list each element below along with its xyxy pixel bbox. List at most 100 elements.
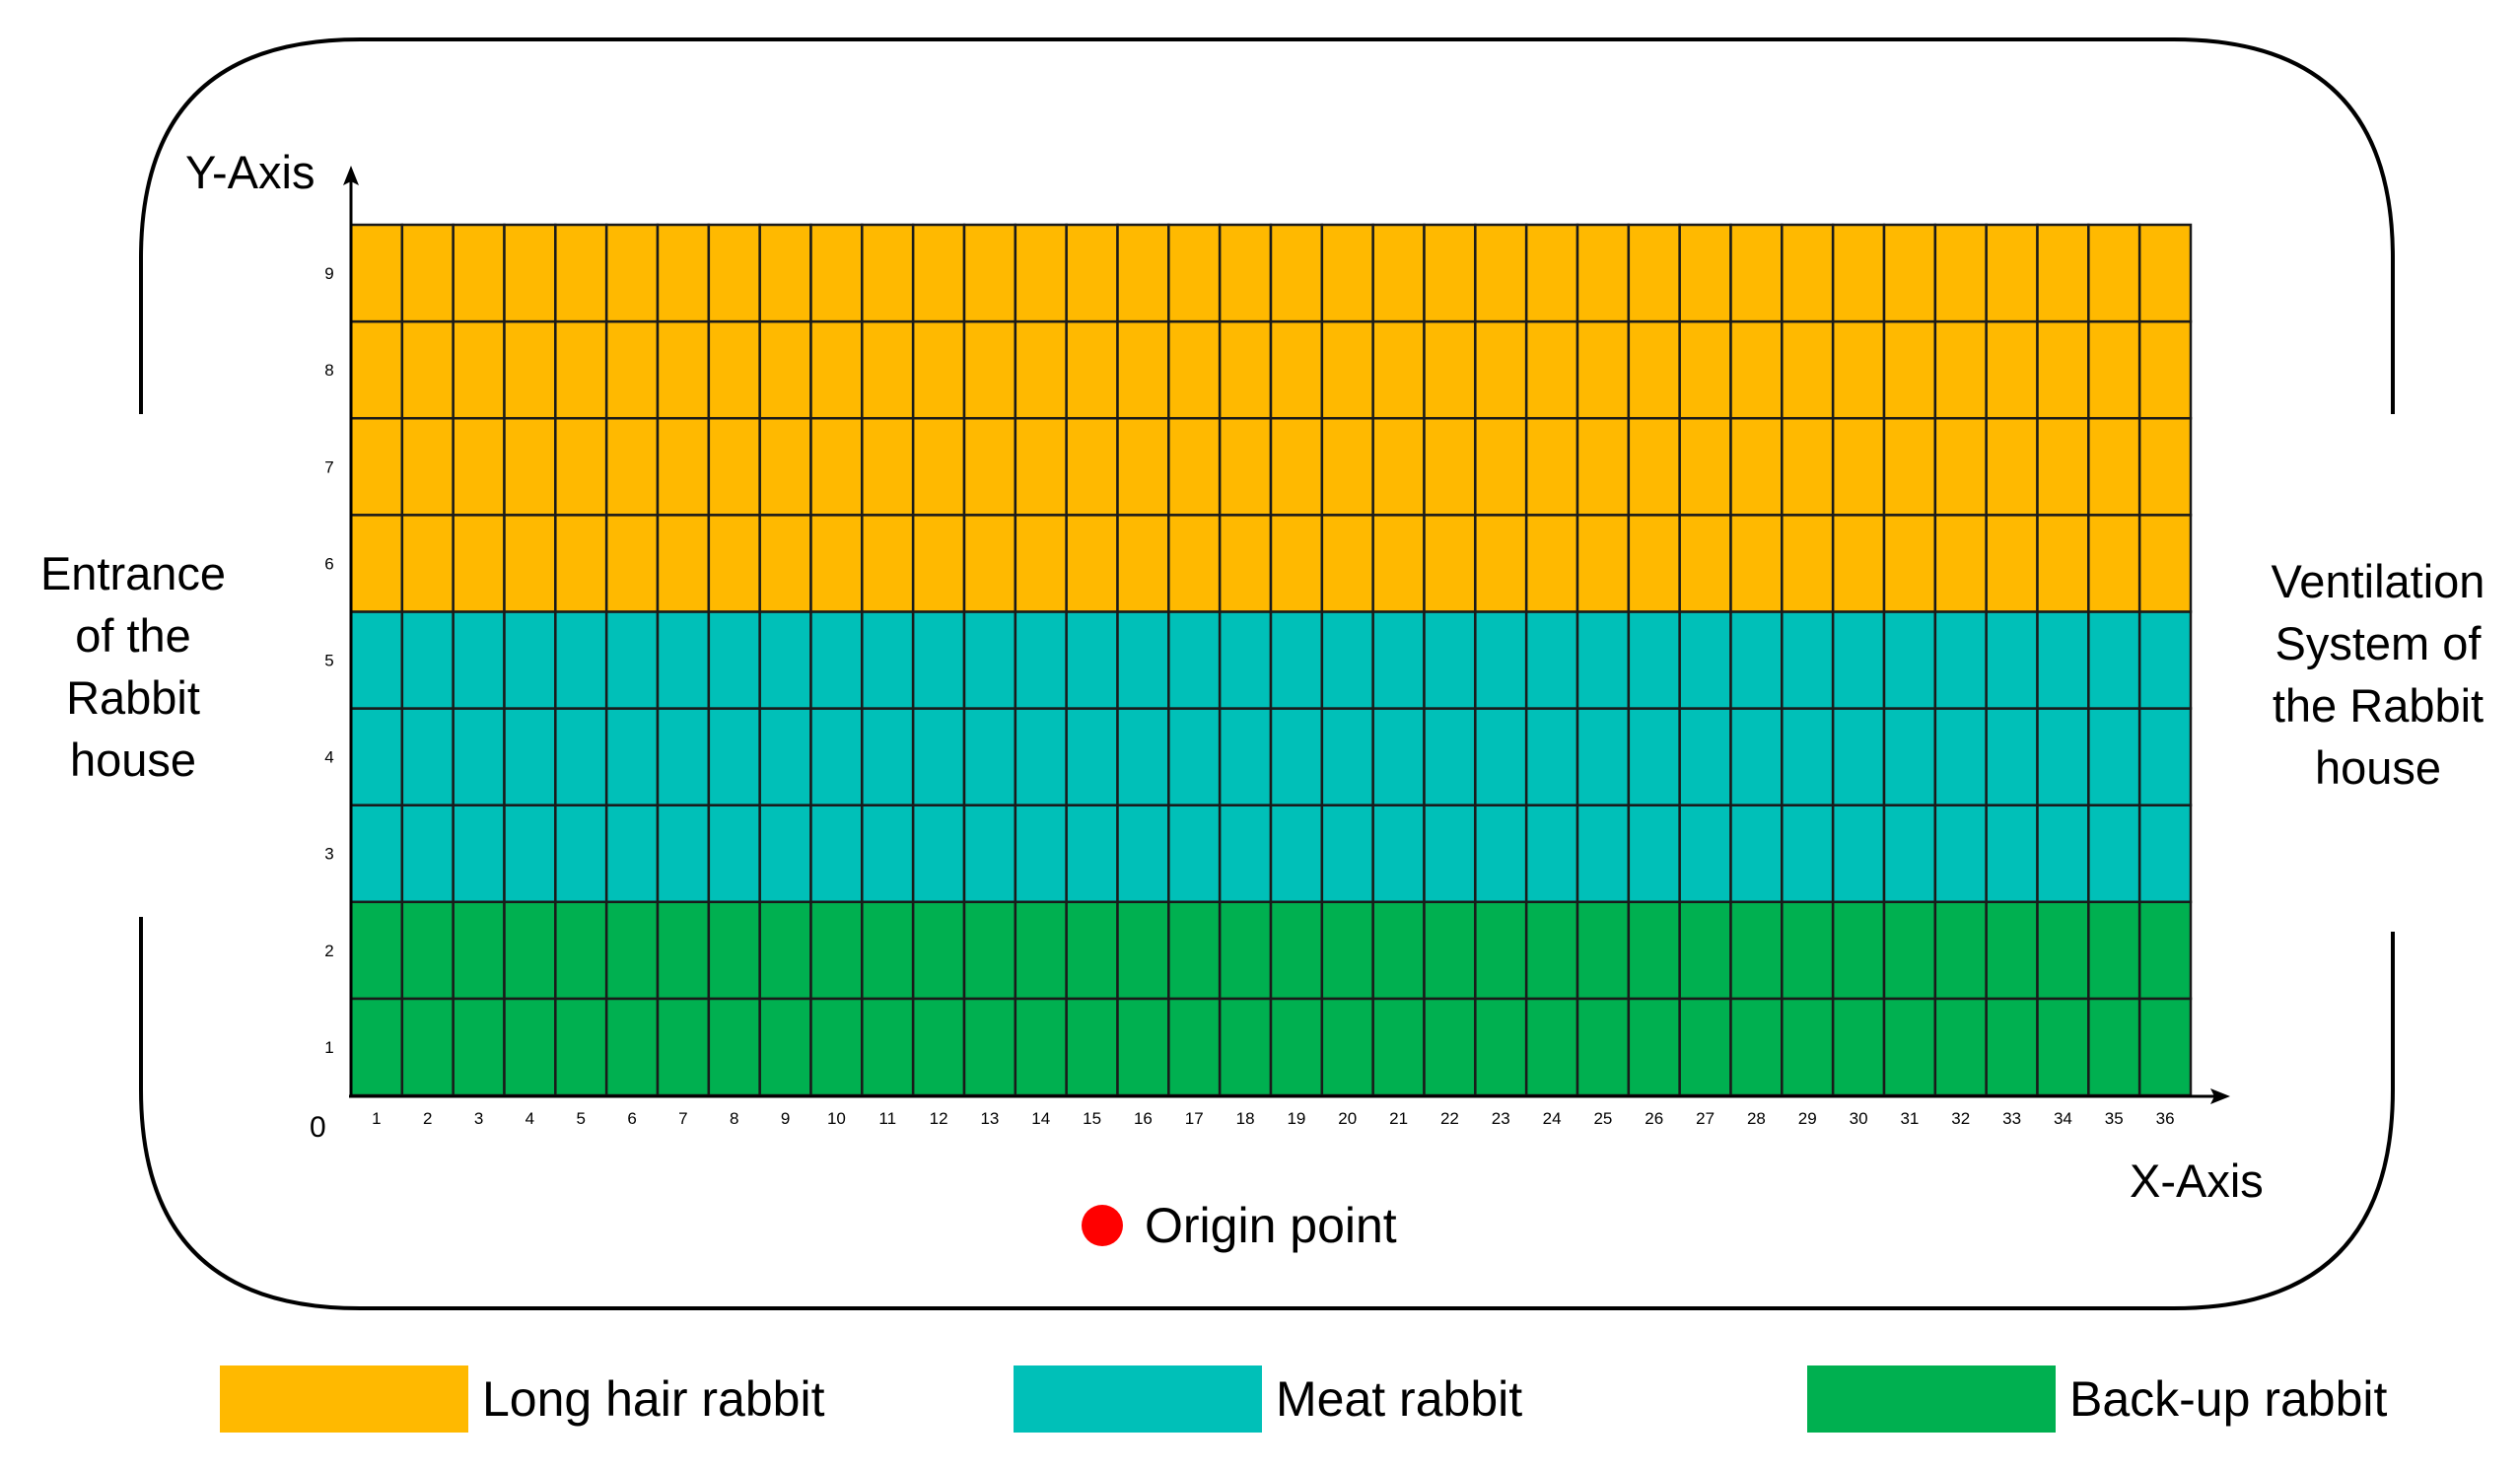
cage-cell xyxy=(1218,900,1273,1001)
cage-cell xyxy=(1933,707,1988,806)
cage-cell xyxy=(1678,319,1732,420)
cage-cell xyxy=(1218,804,1273,904)
legend-label-long-hair: Long hair rabbit xyxy=(482,1371,825,1427)
cage-cell xyxy=(400,610,455,710)
cage-cell xyxy=(604,223,660,323)
cage-cell xyxy=(2137,997,2193,1097)
cage-cell xyxy=(1167,707,1222,806)
cage-cell xyxy=(962,997,1017,1097)
cage-cell xyxy=(911,319,966,420)
x-tick-label: 8 xyxy=(730,1109,738,1128)
cage-cell xyxy=(1524,610,1579,710)
cage-cell xyxy=(1474,707,1528,806)
cage-cell xyxy=(758,514,812,613)
ventilation-label: Ventilation System of the Rabbit house xyxy=(2271,555,2485,794)
cage-cell xyxy=(758,223,812,323)
cage-cell xyxy=(1781,804,1835,904)
cage-cell xyxy=(707,707,761,806)
cage-cell xyxy=(1729,900,1784,1001)
cage-cell xyxy=(758,997,812,1097)
cage-cell xyxy=(1218,610,1273,710)
y-tick-label: 3 xyxy=(324,845,333,864)
x-tick-label: 4 xyxy=(525,1109,534,1128)
x-tick-label: 11 xyxy=(878,1109,896,1128)
cage-cell xyxy=(1933,514,1988,613)
cage-cell xyxy=(1167,319,1222,420)
cage-cell xyxy=(758,319,812,420)
cage-cell xyxy=(861,707,915,806)
cage-cell xyxy=(1781,514,1835,613)
cage-cell xyxy=(1423,707,1477,806)
cage-cell xyxy=(1014,900,1068,1001)
cage-cell xyxy=(400,223,455,323)
x-tick-label: 15 xyxy=(1083,1109,1101,1128)
cage-cell xyxy=(1320,514,1374,613)
x-tick-label: 26 xyxy=(1645,1109,1663,1128)
cage-cell xyxy=(1831,610,1886,710)
cage-cell xyxy=(1065,707,1119,806)
y-axis-title: Y-Axis xyxy=(185,146,315,198)
y-tick-label: 7 xyxy=(324,457,333,476)
x-tick-label: 21 xyxy=(1389,1109,1408,1128)
cage-cell xyxy=(503,610,557,710)
cage-cell xyxy=(1831,319,1886,420)
cage-cell xyxy=(1729,804,1784,904)
cage-cell xyxy=(1575,319,1631,420)
x-tick-label: 24 xyxy=(1543,1109,1562,1128)
x-tick-label: 28 xyxy=(1747,1109,1766,1128)
cage-cell xyxy=(1167,514,1222,613)
cage-cell xyxy=(1781,610,1835,710)
cage-cell xyxy=(911,514,966,613)
cage-cell xyxy=(554,223,608,323)
cage-cell xyxy=(1167,610,1222,710)
cage-cell xyxy=(1985,223,2039,323)
cage-cell xyxy=(1116,514,1170,613)
cage-cell xyxy=(758,707,812,806)
cage-cell xyxy=(809,514,864,613)
cage-cell xyxy=(1831,707,1886,806)
cage-cell xyxy=(1423,610,1477,710)
x-tick-label: 6 xyxy=(627,1109,636,1128)
cage-cell xyxy=(1627,707,1681,806)
cage-cell xyxy=(400,416,455,517)
house-outline xyxy=(139,37,2395,414)
cage-cell xyxy=(707,223,761,323)
cage-cell xyxy=(1065,610,1119,710)
x-tick-label: 19 xyxy=(1287,1109,1305,1128)
cage-cell xyxy=(1116,610,1170,710)
x-tick-label: 20 xyxy=(1338,1109,1357,1128)
cage-cell xyxy=(1320,223,1374,323)
x-tick-label: 34 xyxy=(2054,1109,2072,1128)
cage-cell xyxy=(1371,804,1426,904)
cage-cell xyxy=(1014,514,1068,613)
cage-cell xyxy=(349,997,404,1097)
cage-cell xyxy=(1985,997,2039,1097)
cage-cell xyxy=(1985,610,2039,710)
cage-cell xyxy=(2087,416,2141,517)
cage-cell xyxy=(452,804,506,904)
cage-cell xyxy=(707,514,761,613)
cage-cell xyxy=(503,319,557,420)
cage-cell xyxy=(707,900,761,1001)
cage-cell xyxy=(911,416,966,517)
origin-dot-icon xyxy=(1082,1205,1123,1246)
x-tick-label: 7 xyxy=(678,1109,687,1128)
cage-cell xyxy=(2036,610,2090,710)
cage-cell xyxy=(962,514,1017,613)
x-axis-ticks: 1 2 3 4 5 6 7 8 9 10 11 12 13 14 15 16 17 18 19 20 21 22 23 24 2… xyxy=(372,1109,2174,1128)
cage-cell xyxy=(503,900,557,1001)
cage-cell xyxy=(1371,707,1426,806)
cage-cell xyxy=(452,997,506,1097)
y-tick-label: 1 xyxy=(324,1038,333,1057)
cage-cell xyxy=(656,319,711,420)
x-tick-label: 2 xyxy=(423,1109,432,1128)
cage-cell xyxy=(1474,900,1528,1001)
x-tick-label: 13 xyxy=(980,1109,999,1128)
cage-cell xyxy=(1575,514,1631,613)
cage-cell xyxy=(1014,707,1068,806)
cage-cell xyxy=(656,416,711,517)
cage-cell xyxy=(1882,610,1937,710)
cage-cell xyxy=(809,707,864,806)
y-tick-label: 2 xyxy=(324,942,333,960)
cage-cell xyxy=(452,900,506,1001)
